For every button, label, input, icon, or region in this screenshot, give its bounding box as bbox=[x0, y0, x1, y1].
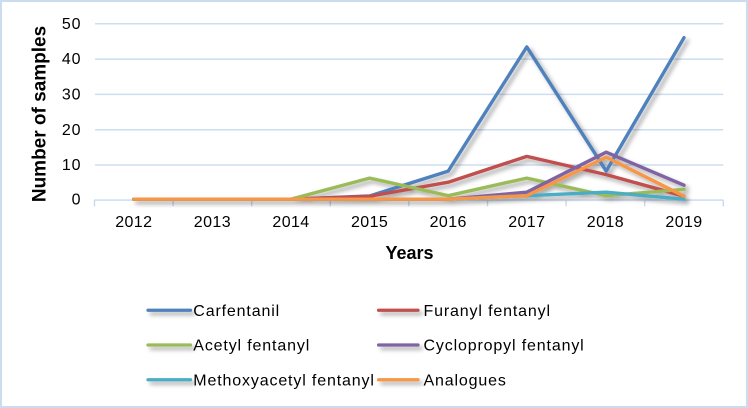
svg-text:2012: 2012 bbox=[115, 214, 152, 231]
svg-text:2014: 2014 bbox=[272, 214, 309, 231]
svg-text:2018: 2018 bbox=[587, 214, 624, 231]
svg-text:Carfentanil: Carfentanil bbox=[193, 303, 280, 320]
svg-text:40: 40 bbox=[62, 51, 81, 68]
svg-text:10: 10 bbox=[62, 157, 81, 174]
svg-text:2016: 2016 bbox=[430, 214, 467, 231]
svg-text:Analogues: Analogues bbox=[424, 373, 507, 390]
svg-text:50: 50 bbox=[62, 16, 81, 33]
svg-text:Furanyl fentanyl: Furanyl fentanyl bbox=[424, 303, 551, 320]
svg-text:Number of samples: Number of samples bbox=[30, 26, 51, 202]
svg-text:Cyclopropyl fentanyl: Cyclopropyl fentanyl bbox=[424, 338, 585, 355]
svg-text:2015: 2015 bbox=[351, 214, 388, 231]
svg-text:2013: 2013 bbox=[194, 214, 231, 231]
svg-text:Years: Years bbox=[385, 243, 433, 263]
svg-text:Acetyl fentanyl: Acetyl fentanyl bbox=[193, 338, 310, 355]
svg-text:2017: 2017 bbox=[508, 214, 545, 231]
svg-text:20: 20 bbox=[62, 122, 81, 139]
svg-text:2019: 2019 bbox=[665, 214, 702, 231]
svg-text:30: 30 bbox=[62, 87, 81, 104]
svg-text:Methoxyacetyl fentanyl: Methoxyacetyl fentanyl bbox=[193, 373, 374, 390]
svg-text:0: 0 bbox=[72, 191, 82, 208]
